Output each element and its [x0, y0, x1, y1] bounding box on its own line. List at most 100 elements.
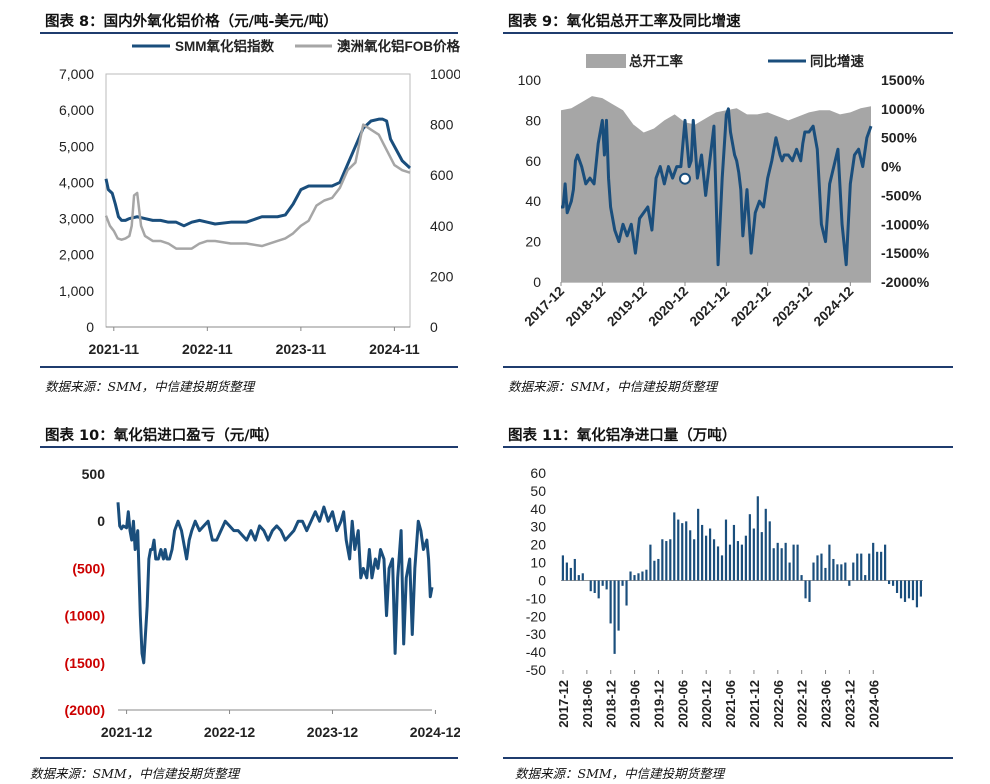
chart11-source: 数据来源：SMM，中信建投期货整理: [515, 766, 725, 781]
chart10-top-rule: [40, 446, 458, 448]
chart11-bar: [844, 562, 847, 581]
chart11-bar: [895, 580, 899, 593]
chart11-y-tick: -40: [526, 644, 546, 660]
chart9-y-left-tick: 20: [525, 234, 541, 250]
chart11-bar: [589, 580, 592, 592]
chart11-bar: [613, 580, 616, 654]
chart11-bar: [621, 580, 624, 586]
chart10-y-tick: (500): [72, 560, 105, 576]
chart11-bar: [868, 553, 871, 581]
chart11-bar: [681, 523, 684, 581]
chart11-bar: [689, 530, 692, 581]
chart11-bar: [685, 521, 688, 581]
chart10-title: 图表 10：氧化铝进口盈亏（元/吨）: [45, 428, 279, 444]
chart8-svg: 0 1,000 2,000 3,000 4,000 5,000 6,000 7,000 0 200…: [59, 38, 460, 357]
chart11-y-tick: 10: [530, 555, 546, 571]
chart11-x-tick: 2018-06: [580, 680, 595, 728]
chart11-x-tick: 2022-06: [771, 680, 786, 728]
chart11-bar: [872, 542, 875, 581]
chart11-bar: [720, 555, 724, 581]
chart11-x-tick: 2021-06: [723, 680, 738, 728]
chart10-x-tick: 2023-12: [307, 724, 359, 740]
chart11-y-tick: -10: [526, 590, 546, 606]
chart11-bar: [597, 580, 600, 599]
chart10-bottom-rule: [40, 757, 458, 759]
chart9-x-tick: 2023-12: [769, 284, 815, 330]
chart11-bar: [756, 496, 759, 581]
chart11-bar: [573, 558, 576, 581]
chart9-x-tick: 2018-12: [563, 284, 609, 330]
chart11-bar: [565, 562, 568, 581]
chart8-bottom-rule: [40, 366, 458, 368]
chart9-y-right-tick: 500%: [881, 130, 917, 146]
chart10-svg: (2000) (1500) (1000) (500) 0 500 2021-12 2022-1…: [65, 466, 460, 740]
chart11-bar: [669, 539, 672, 581]
chart11-bar: [816, 555, 819, 581]
chart10-x-tick: 2022-12: [204, 724, 256, 740]
chart11-bar: [609, 580, 612, 624]
chart11-bar: [804, 580, 807, 599]
chart8-y-left-tick: 1,000: [59, 283, 94, 299]
chart11-bar: [840, 564, 843, 581]
chart11-bar: [708, 528, 712, 581]
chart11-bar: [760, 532, 763, 581]
chart11-bar: [748, 514, 751, 581]
chart11-bar: [697, 508, 700, 581]
chart11-y-tick: 30: [530, 519, 546, 535]
chart11-top-rule: [503, 446, 953, 448]
chart9-top-rule: [503, 32, 953, 34]
chart9-marker-point: [679, 172, 691, 185]
chart8-title: 图表 8：国内外氧化铝价格（元/吨-美元/吨）: [45, 14, 338, 30]
chart9-legend-swatch-rate: [586, 54, 626, 68]
chart10-y-tick: 500: [82, 466, 106, 482]
chart8-y-right-tick: 200: [430, 268, 454, 284]
chart11-bar: [740, 544, 743, 581]
chart11-x-tick: 2019-12: [651, 680, 666, 728]
chart8-y-left-tick: 4,000: [59, 174, 94, 190]
chart9-x-tick: 2019-12: [604, 284, 650, 330]
chart11-bar: [852, 562, 855, 581]
chart11-bar: [768, 521, 771, 581]
chart9-title: 图表 9：氧化铝总开工率及同比增速: [508, 14, 741, 30]
chart11-x-tick: 2017-12: [556, 680, 571, 728]
chart11-bar: [812, 562, 815, 581]
chart11-x-tick: 2023-06: [819, 680, 834, 728]
chart8-y-right-tick: 1000: [430, 66, 460, 82]
chart10-y-tick: 0: [97, 513, 105, 529]
chart9-series-yoy-line: [561, 107, 873, 267]
chart11-bar: [876, 551, 879, 581]
chart9-y-left-tick: 60: [525, 153, 541, 169]
chart11-bar: [736, 541, 740, 581]
chart11-x-tick: 2022-12: [795, 680, 810, 728]
chart9-y-right-tick: 0%: [881, 159, 902, 175]
chart8-y-left-tick: 5,000: [59, 138, 94, 154]
chart11-bar: [808, 580, 811, 602]
chart8-series-fob-line: [104, 123, 411, 250]
chart9-y-right-tick: -2000%: [881, 274, 930, 290]
chart11-bar: [705, 535, 708, 581]
chart11-bar: [625, 580, 628, 606]
chart9-x-tick: 2017-12: [521, 284, 567, 330]
chart9-x-tick: 2020-12: [645, 284, 691, 330]
chart8-y-left-tick: 6,000: [59, 102, 94, 118]
chart9-x-tick: 2022-12: [728, 284, 774, 330]
chart9-x-tick: 2024-12: [811, 284, 857, 330]
chart11-bar: [677, 519, 680, 581]
chart11-bar: [637, 573, 640, 581]
chart11-y-tick: 60: [530, 465, 546, 481]
chart11-bar: [728, 544, 732, 581]
chart11-x-tick: 2018-12: [604, 680, 619, 728]
chart11-bar: [780, 548, 783, 581]
chart8-source: 数据来源：SMM，中信建投期货整理: [45, 379, 255, 394]
chart11-bar: [645, 569, 648, 581]
chart11-bar: [732, 524, 736, 581]
chart8-x-tick: 2023-11: [276, 341, 327, 357]
chart8-y-right-tick: 600: [430, 167, 454, 183]
chart11-title: 图表 11：氧化铝净进口量（万吨）: [508, 428, 737, 444]
chart11-bar: [605, 580, 608, 590]
chart11-bar: [629, 571, 632, 581]
chart11-bar: [903, 580, 907, 602]
chart8-legend-label-fob: 澳洲氧化铝FOB价格: [337, 38, 460, 54]
chart11-bar: [641, 571, 644, 581]
chart11-bar: [593, 580, 596, 593]
